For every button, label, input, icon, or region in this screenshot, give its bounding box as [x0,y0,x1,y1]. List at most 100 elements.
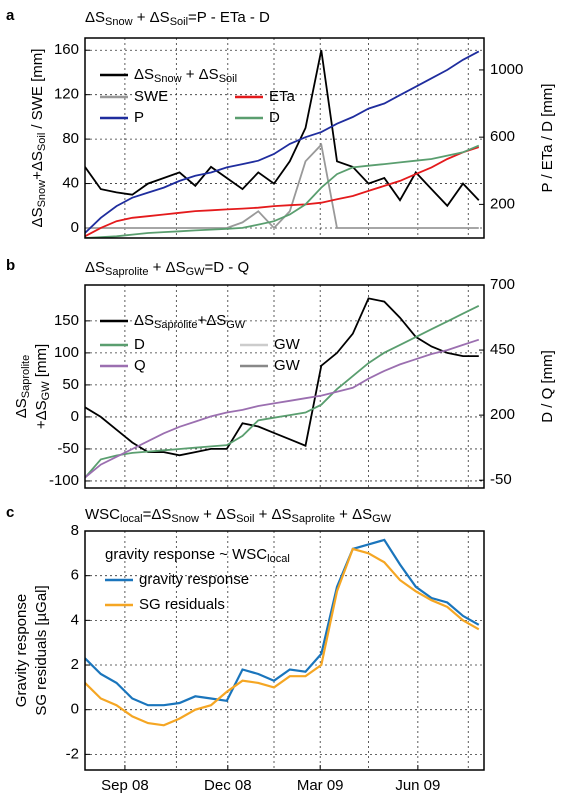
legend-label-part: Saprolite [154,319,197,331]
panel-title-part: Saprolite [105,266,148,278]
y-tick-label: 50 [62,376,79,393]
legend-label-part: D [134,336,145,353]
y-axis-label-part: GW [40,381,52,401]
y2-axis-label-part: P / ETa / D [mm] [539,84,556,193]
x-tick-label: Mar 09 [297,777,344,794]
panel-title-part: =ΔS [143,506,172,523]
y-tick-label: 6 [71,567,79,584]
y-tick-label: 40 [62,175,79,192]
legend-label: Q [134,357,146,374]
series-line [85,146,480,238]
legend-label: gravity response [139,571,249,588]
legend-label-part: gravity response [139,571,249,588]
panel-title-part: Snow [105,16,133,28]
panel-letter: b [6,257,15,274]
legend-label-part: ΔS [134,312,154,329]
y-axis-label-part: Saprolite [20,355,32,398]
legend-label-part: Q [134,357,146,374]
panel-title-part: Snow [171,513,199,525]
y-axis-label-part: / SWE [mm] [29,49,46,133]
panel-title-part: + ΔS [335,506,372,523]
y-axis-label: ΔSSaprolite [13,355,32,418]
x-tick-label: Dec 08 [204,777,252,794]
panel-title-part: + ΔS [148,259,185,276]
panel-title: WSClocal=ΔSSnow + ΔSSoil + ΔSSaprolite +… [85,506,392,525]
legend-label: ΔSSnow + ΔSSoil [134,66,237,85]
y-axis-label-part: ΔS [13,398,30,418]
panel-title-part: =P - ETa - D [188,9,270,26]
y-tick-label: 0 [71,408,79,425]
legend-label-part: Soil [219,73,237,85]
legend-title: gravity response ~ WSClocal [105,546,290,565]
y2-axis-label: D / Q [mm] [539,350,556,423]
y2-tick-label: 200 [490,195,515,212]
panel-title-part: Soil [236,513,254,525]
y-axis-label: +ΔSGW [mm] [33,344,52,429]
panel-letter: c [6,504,14,521]
y-axis-label-part: +ΔS [33,400,50,429]
y-tick-label: 2 [71,656,79,673]
legend-label-part: SWE [134,88,168,105]
y2-tick-label: 450 [490,341,515,358]
y-axis-label-part: +ΔS [29,151,46,180]
y-axis-label: SG residuals [µGal] [33,585,50,715]
y2-tick-label: -50 [490,471,512,488]
panel-title-part: WSC [85,506,120,523]
legend-title-part: gravity response ~ WSC [105,546,267,563]
legend-label-part: GW [226,319,246,331]
y-axis-label-part: ΔS [29,207,46,227]
y2-tick-label: 600 [490,128,515,145]
y-axis-label-part: Soil [36,133,48,151]
plot-frame [84,530,485,771]
legend-label: GW [274,336,301,353]
y-tick-label: 80 [62,130,79,147]
y-tick-label: -2 [66,745,79,762]
legend-label-part: Snow [154,73,182,85]
series-line [85,142,479,230]
y2-axis-label-part: D / Q [mm] [539,350,556,423]
y-axis-label-part: [mm] [33,344,50,382]
panel-title-part: ΔS [85,259,105,276]
legend-label: SG residuals [139,596,225,613]
series-line [85,304,480,479]
series-line [85,144,480,238]
legend-label: P [134,109,144,126]
y-tick-label: -50 [57,440,79,457]
panel-title-part: GW [186,266,206,278]
y-tick-label: 160 [54,41,79,58]
y-tick-label: 4 [71,611,79,628]
y-tick-label: 8 [71,522,79,539]
legend-label-part: +ΔS [197,312,226,329]
legend-label: D [134,336,145,353]
x-tick-label: Jun 09 [395,777,440,794]
legend-title-part: local [267,553,290,565]
legend-label-part: + ΔS [182,66,219,83]
legend-label: ΔSSaprolite+ΔSGW [134,312,246,331]
y-axis-label-part: Gravity response [13,594,30,707]
y2-tick-label: 200 [490,406,515,423]
y2-tick-label: 700 [490,276,515,293]
legend-label-part: SG residuals [139,596,225,613]
panel-title-part: =D - Q [205,259,250,276]
legend-label: D [269,109,280,126]
y-axis-label: ΔSSnow+ΔSSoil / SWE [mm] [29,49,48,228]
legend-label-part: GW [274,336,301,353]
y2-tick-label: 1000 [490,61,523,78]
y-tick-label: 0 [71,701,79,718]
legend-label-part: P [134,109,144,126]
plot-frame [84,37,485,239]
panel-title-part: local [120,513,143,525]
legend-label: SWE [134,88,168,105]
y-tick-label: 150 [54,312,79,329]
series-line [85,547,480,727]
legend-label-part: ETa [269,88,296,105]
panel-title-part: + ΔS [133,9,170,26]
panel-title-part: + ΔS [254,506,291,523]
panel-letter: a [6,7,15,24]
plot-frame [84,284,485,489]
y-axis-label-part: SG residuals [µGal] [33,585,50,715]
legend-label: GW [274,357,301,374]
y-tick-label: -100 [49,472,79,489]
panel-title-part: ΔS [85,9,105,26]
